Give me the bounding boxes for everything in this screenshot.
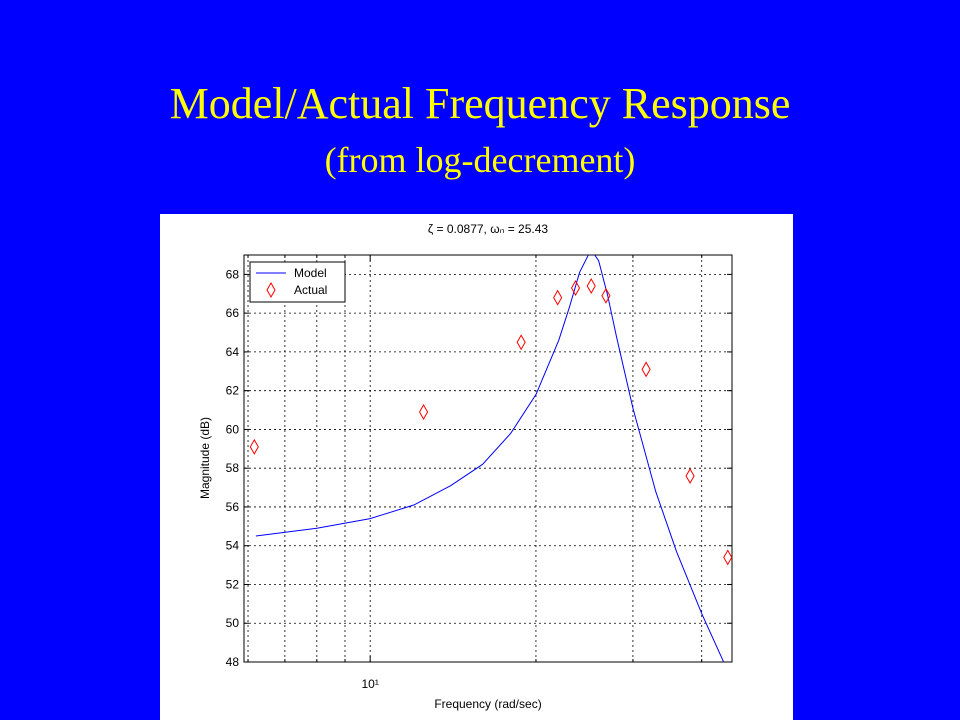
- actual-point: [685, 467, 695, 484]
- legend-box: [249, 261, 346, 303]
- y-tick-label: 56: [226, 500, 240, 514]
- y-tick-label: 60: [226, 422, 240, 436]
- y-tick-label: 54: [226, 539, 240, 553]
- y-tick-label: 58: [226, 461, 240, 475]
- actual-point: [553, 289, 563, 306]
- y-tick-label: 66: [226, 306, 240, 320]
- actual-point: [418, 403, 429, 420]
- legend-marker: [266, 281, 276, 299]
- y-tick-label: 68: [226, 267, 240, 281]
- x-axis-label: Frequency (rad/sec): [434, 697, 541, 711]
- actual-point: [249, 438, 259, 455]
- series-layer: [255, 255, 725, 662]
- chart-title: ζ = 0.0877, ωₙ = 25.43: [428, 222, 549, 236]
- y-tick-label: 48: [226, 655, 240, 669]
- y-tick-label: 62: [226, 384, 240, 398]
- legend-label: Model: [294, 266, 327, 280]
- slide-title: Model/Actual Frequency Response: [170, 79, 791, 128]
- y-tick-label: 50: [226, 616, 240, 630]
- actual-point: [516, 334, 526, 351]
- actual-point: [570, 279, 581, 296]
- actual-point: [723, 549, 733, 566]
- y-tick-label: 64: [226, 345, 240, 359]
- actual-point: [601, 287, 611, 304]
- x-tick-label: 10¹: [362, 677, 379, 691]
- legend-label: Actual: [294, 283, 327, 297]
- model-line: [255, 255, 725, 662]
- actual-point: [586, 278, 596, 295]
- y-tick-label: 52: [226, 577, 240, 591]
- slide-subtitle: (from log-decrement): [325, 140, 636, 180]
- actual-point: [641, 361, 651, 378]
- y-axis-label: Magnitude (dB): [198, 417, 212, 499]
